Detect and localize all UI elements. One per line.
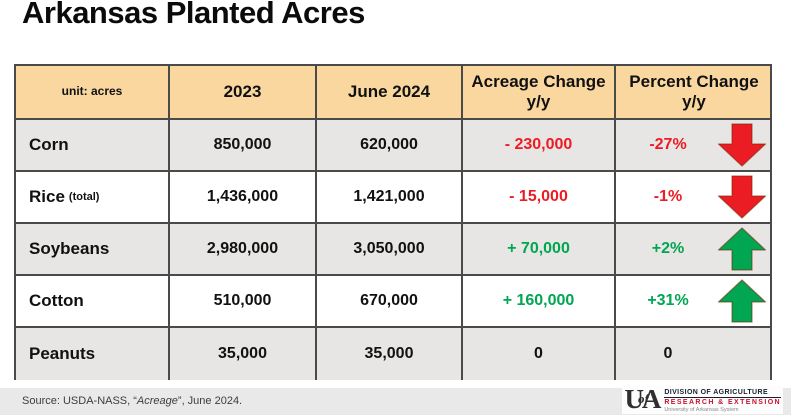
- logo-division-line: DIVISION OF AGRICULTURE: [664, 389, 781, 398]
- crop-name: Cotton: [29, 291, 84, 311]
- column-header-percent-change: Percent Change y/y: [629, 72, 759, 111]
- acres-june-2024-cell: 620,000: [317, 120, 463, 170]
- acres-2023-cell: 35,000: [170, 328, 317, 380]
- source-suffix: ”, June 2024.: [177, 395, 243, 407]
- table-row-soybeans: Soybeans 2,980,000 3,050,000 + 70,000 +2…: [16, 224, 770, 276]
- table-row-rice: Rice (total) 1,436,000 1,421,000 - 15,000…: [16, 172, 770, 224]
- crop-name-cell: Soybeans: [16, 224, 170, 274]
- percent-change-cell: -27%: [616, 120, 770, 170]
- acreage-change-cell: + 70,000: [463, 224, 616, 274]
- source-citation: Source: USDA-NASS, “Acreage”, June 2024.: [22, 395, 242, 407]
- ua-mark-of: of: [637, 391, 649, 406]
- uada-logo-text: DIVISION OF AGRICULTURE RESEARCH & EXTEN…: [664, 389, 781, 413]
- percent-change-cell: +2%: [616, 224, 770, 274]
- source-publication: Acreage: [136, 395, 178, 407]
- source-prefix: Source: USDA-NASS, “: [22, 395, 137, 407]
- acres-2023-cell: 850,000: [170, 120, 317, 170]
- acres-june-2024-cell: 1,421,000: [317, 172, 463, 222]
- percent-change-cell: -1%: [616, 172, 770, 222]
- ua-mark-u: U: [624, 384, 644, 414]
- page-title: Arkansas Planted Acres: [22, 0, 365, 30]
- acreage-change-cell: + 160,000: [463, 276, 616, 326]
- acreage-change-cell: - 15,000: [463, 172, 616, 222]
- percent-change-value: +31%: [647, 291, 689, 309]
- trend-arrow-icon: [716, 279, 768, 323]
- logo-university-line: University of Arkansas System: [664, 407, 739, 413]
- crop-name-cell: Rice (total): [16, 172, 170, 222]
- crop-name: Rice: [29, 187, 65, 207]
- table-row-cotton: Cotton 510,000 670,000 + 160,000 +31%: [16, 276, 770, 328]
- planted-acres-table: unit: acres 2023 June 2024 Acreage Chang…: [14, 64, 772, 380]
- acres-june-2024-cell: 670,000: [317, 276, 463, 326]
- crop-suffix: (total): [68, 190, 100, 203]
- percent-change-cell: +31%: [616, 276, 770, 326]
- percent-change-value: -27%: [649, 135, 687, 153]
- acreage-change-cell: 0: [463, 328, 616, 380]
- percent-change-value: +2%: [651, 239, 685, 257]
- crop-name-cell: Corn: [16, 120, 170, 170]
- trend-arrow-icon: [716, 123, 768, 167]
- crop-name: Peanuts: [29, 344, 96, 364]
- acres-2023-cell: 1,436,000: [170, 172, 317, 222]
- uada-logo: U of A DIVISION OF AGRICULTURE RESEARCH …: [622, 386, 783, 414]
- unit-label-cell: unit: acres: [16, 66, 170, 118]
- crop-name-cell: Cotton: [16, 276, 170, 326]
- acres-june-2024-cell: 35,000: [317, 328, 463, 380]
- trend-arrow-icon: [716, 175, 768, 219]
- acres-june-2024-cell: 3,050,000: [317, 224, 463, 274]
- table-header-row: unit: acres 2023 June 2024 Acreage Chang…: [16, 66, 770, 120]
- logo-research-line: RESEARCH & EXTENSION: [664, 399, 781, 406]
- ua-mark-a: A: [641, 384, 662, 414]
- acres-2023-cell: 510,000: [170, 276, 317, 326]
- acreage-change-cell: - 230,000: [463, 120, 616, 170]
- percent-change-value: 0: [663, 344, 673, 362]
- percent-change-value: -1%: [653, 187, 683, 205]
- column-header-acreage-change: Acreage Change y/y: [463, 66, 616, 118]
- crop-name-cell: Peanuts: [16, 328, 170, 380]
- trend-arrow-icon: [716, 227, 768, 271]
- acres-2023-cell: 2,980,000: [170, 224, 317, 274]
- crop-name: Corn: [29, 135, 69, 155]
- crop-name: Soybeans: [29, 239, 110, 259]
- percent-change-cell: 0: [616, 328, 770, 380]
- table-row-corn: Corn 850,000 620,000 - 230,000 -27%: [16, 120, 770, 172]
- column-header-june-2024: June 2024: [317, 66, 463, 118]
- column-header-2023: 2023: [170, 66, 317, 118]
- ua-monogram: U of A: [624, 384, 662, 414]
- table-row-peanuts: Peanuts 35,000 35,000 0 0: [16, 328, 770, 380]
